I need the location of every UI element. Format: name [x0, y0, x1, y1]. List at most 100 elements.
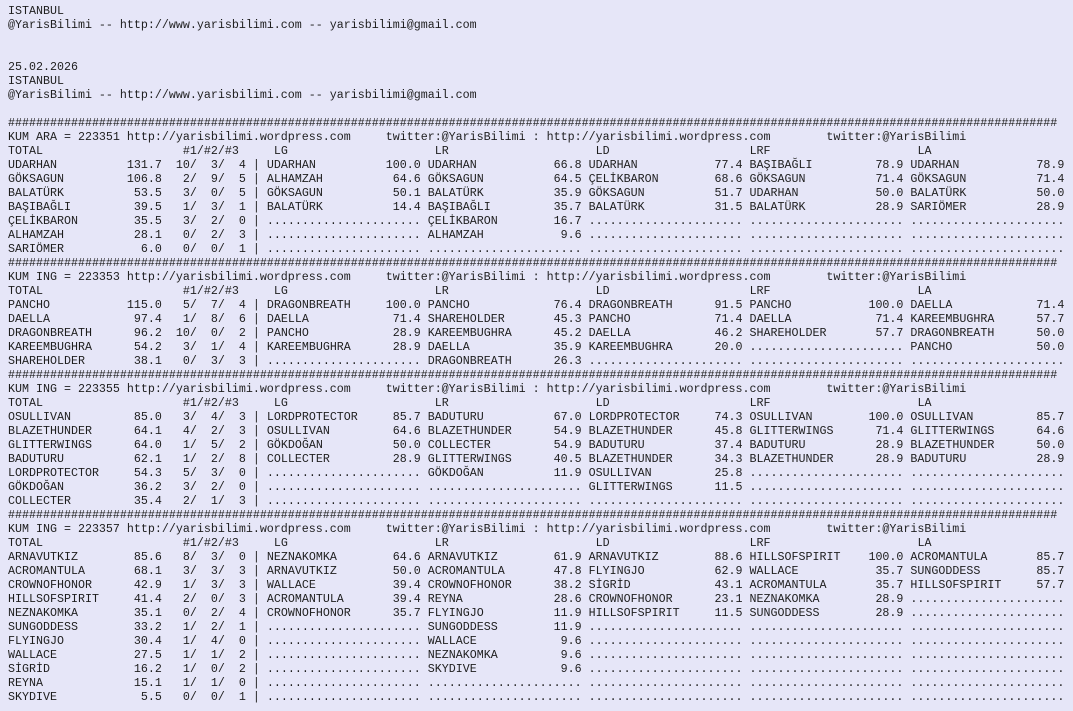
- total-score: 36.2: [119, 480, 162, 494]
- lg-entry: LORDPROTECTOR 85.7: [266, 410, 428, 424]
- result-row: BLAZETHUNDER 64.1 4/ 2/ 3 | OSULLIVAN 64…: [8, 424, 1073, 438]
- total-score: 38.1: [119, 354, 162, 368]
- divider: |: [245, 410, 267, 424]
- column-header-row: TOTAL #1/#2/#3 LG LR LD LRF LA: [8, 144, 1073, 158]
- lr-entry: ÇELİKBARON 16.7: [427, 214, 589, 228]
- column-header-ld: LD: [595, 284, 610, 298]
- column-header-total: TOTAL: [8, 396, 43, 410]
- lg-empty: ......................: [266, 480, 428, 494]
- race-title-line: KUM ARA = 223351 http://yarisbilimi.word…: [8, 130, 967, 144]
- ld-entry: GÖKSAGUN 51.7: [588, 186, 750, 200]
- lrf-entry: PANCHO 100.0: [749, 298, 911, 312]
- column-header-places: #1/#2/#3: [182, 396, 239, 410]
- la-empty: ......................: [910, 592, 1072, 606]
- total-name: GLITTERWINGS: [8, 438, 120, 452]
- total-score: 39.5: [119, 200, 162, 214]
- ld-empty: ......................: [588, 620, 750, 634]
- lrf-entry: NEZNAKOMKA 28.9: [749, 592, 911, 606]
- ld-entry: SİGRİD 43.1: [588, 578, 750, 592]
- total-name: WALLACE: [8, 648, 120, 662]
- result-row: UDARHAN 131.7 10/ 3/ 4 | UDARHAN 100.0 U…: [8, 158, 1073, 172]
- column-header-lg: LG: [273, 284, 288, 298]
- lg-empty: ......................: [266, 466, 428, 480]
- header-city: ISTANBUL: [8, 4, 64, 18]
- divider: |: [245, 340, 267, 354]
- placings: 1/ 1/ 0: [161, 676, 246, 690]
- ld-empty: ......................: [588, 242, 750, 256]
- lrf-entry: BADUTURU 28.9: [749, 438, 911, 452]
- placings: 10/ 0/ 2: [161, 326, 246, 340]
- divider: |: [245, 228, 267, 242]
- total-name: UDARHAN: [8, 158, 120, 172]
- ld-empty: ......................: [588, 634, 750, 648]
- result-row: BADUTURU 62.1 1/ 2/ 8 | COLLECTER 28.9 G…: [8, 452, 1073, 466]
- column-header-places: #1/#2/#3: [182, 536, 239, 550]
- column-header-la: LA: [917, 396, 932, 410]
- lr-entry: PANCHO 76.4: [427, 298, 589, 312]
- total-name: SHAREHOLDER: [8, 354, 120, 368]
- lrf-empty: ......................: [749, 228, 911, 242]
- lg-entry: CROWNOFHONOR 35.7: [266, 606, 428, 620]
- lr-entry: NEZNAKOMKA 9.6: [427, 648, 589, 662]
- column-header-places: #1/#2/#3: [182, 284, 239, 298]
- divider: |: [245, 480, 267, 494]
- lrf-empty: ......................: [749, 648, 911, 662]
- la-empty: ......................: [910, 620, 1072, 634]
- result-row: GÖKDOĞAN 36.2 3/ 2/ 0 | ................…: [8, 480, 1073, 494]
- ld-entry: BADUTURU 37.4: [588, 438, 750, 452]
- lg-empty: ......................: [266, 690, 428, 704]
- ld-entry: ÇELİKBARON 68.6: [588, 172, 750, 186]
- ld-empty: ......................: [588, 354, 750, 368]
- la-entry: BLAZETHUNDER 50.0: [910, 438, 1072, 452]
- placings: 1/ 1/ 2: [161, 648, 246, 662]
- lrf-empty: ......................: [749, 620, 911, 634]
- header-contact: @YarisBilimi -- http://www.yarisbilimi.c…: [8, 18, 477, 32]
- la-empty: ......................: [910, 214, 1072, 228]
- result-row: GÖKSAGUN 106.8 2/ 9/ 5 | ALHAMZAH 64.6 G…: [8, 172, 1073, 186]
- total-name: OSULLIVAN: [8, 410, 120, 424]
- column-header-la: LA: [917, 144, 932, 158]
- divider: |: [245, 592, 267, 606]
- total-score: 6.0: [119, 242, 162, 256]
- ld-entry: DRAGONBREATH 91.5: [588, 298, 750, 312]
- divider: |: [245, 564, 267, 578]
- result-row: ALHAMZAH 28.1 0/ 2/ 3 | ................…: [8, 228, 1073, 242]
- ld-entry: PANCHO 71.4: [588, 312, 750, 326]
- lr-entry: SKYDIVE 9.6: [427, 662, 589, 676]
- column-header-lrf: LRF: [749, 396, 771, 410]
- result-row: OSULLIVAN 85.0 3/ 4/ 3 | LORDPROTECTOR 8…: [8, 410, 1073, 424]
- lr-entry: CROWNOFHONOR 38.2: [427, 578, 589, 592]
- divider: |: [245, 172, 267, 186]
- result-row: REYNA 15.1 1/ 1/ 0 | ...................…: [8, 676, 1073, 690]
- divider: |: [245, 298, 267, 312]
- ld-empty: ......................: [588, 214, 750, 228]
- la-entry: PANCHO 50.0: [910, 340, 1072, 354]
- lrf-empty: ......................: [749, 662, 911, 676]
- ld-empty: ......................: [588, 662, 750, 676]
- total-name: HILLSOFSPIRIT: [8, 592, 120, 606]
- lr-entry: ACROMANTULA 47.8: [427, 564, 589, 578]
- placings: 3/ 2/ 0: [161, 214, 246, 228]
- lg-entry: COLLECTER 28.9: [266, 452, 428, 466]
- column-header-row: TOTAL #1/#2/#3 LG LR LD LRF LA: [8, 284, 1073, 298]
- lr-entry: BLAZETHUNDER 54.9: [427, 424, 589, 438]
- total-score: 28.1: [119, 228, 162, 242]
- total-name: ÇELİKBARON: [8, 214, 120, 228]
- ld-empty: ......................: [588, 494, 750, 508]
- lg-empty: ......................: [266, 494, 428, 508]
- placings: 3/ 1/ 4: [161, 340, 246, 354]
- separator-line: ########################################…: [8, 116, 1058, 130]
- ld-empty: ......................: [588, 228, 750, 242]
- lg-entry: WALLACE 39.4: [266, 578, 428, 592]
- separator-line: ########################################…: [8, 256, 1058, 270]
- placings: 3/ 2/ 0: [161, 480, 246, 494]
- lg-entry: KAREEMBUGHRA 28.9: [266, 340, 428, 354]
- total-score: 68.1: [119, 564, 162, 578]
- lr-entry: BALATÜRK 35.9: [427, 186, 589, 200]
- report-date: 25.02.2026: [8, 60, 78, 74]
- total-name: GÖKDOĞAN: [8, 480, 120, 494]
- la-empty: ......................: [910, 228, 1072, 242]
- total-score: 5.5: [119, 690, 162, 704]
- la-entry: DRAGONBREATH 50.0: [910, 326, 1072, 340]
